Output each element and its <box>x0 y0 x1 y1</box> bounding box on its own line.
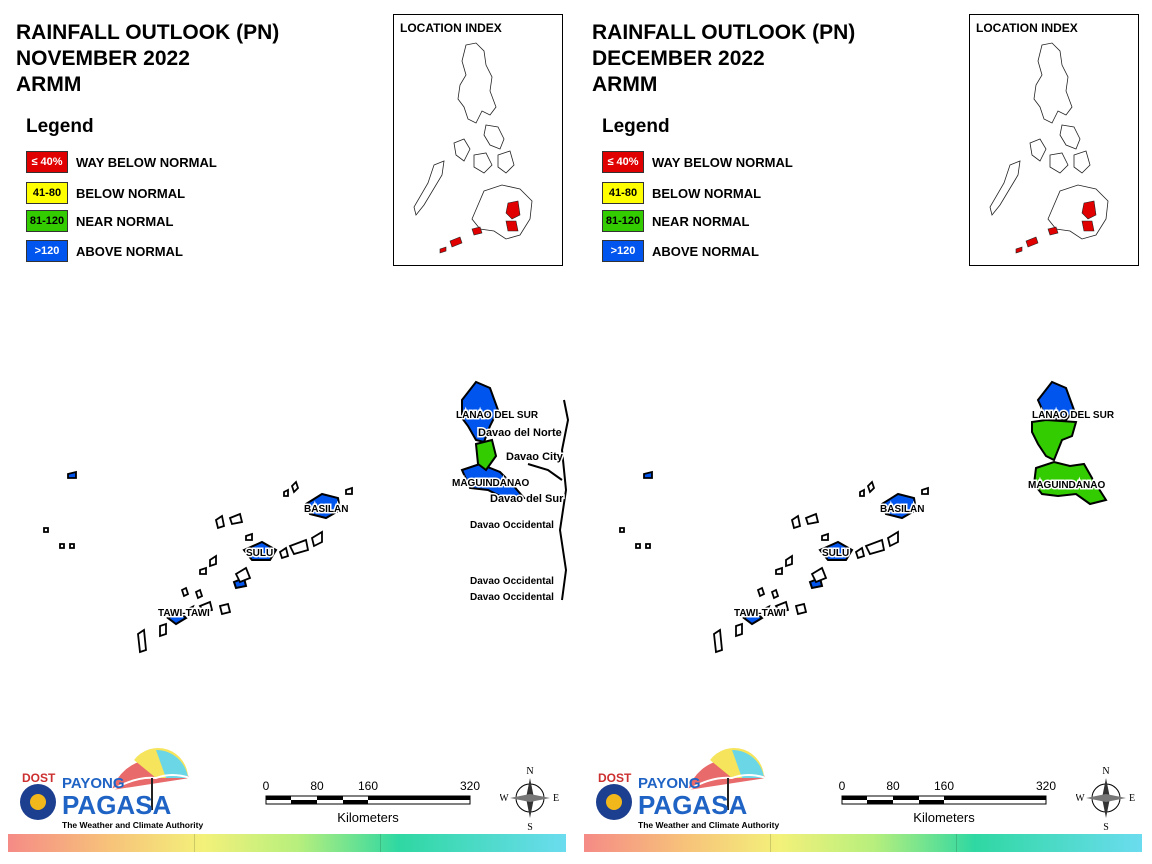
scale-bar: 0 80 160 320 Kilometers <box>262 776 502 836</box>
svg-text:PAGASA: PAGASA <box>62 790 172 820</box>
legend-item-above: >120 ABOVE NORMAL <box>26 239 183 263</box>
scale-bar: 0 80 160 320 Kilometers <box>838 776 1078 836</box>
svg-text:W: W <box>500 793 509 804</box>
map-title: RAINFALL OUTLOOK (PN) DECEMBER 2022 ARMM <box>592 21 856 96</box>
label-davao-occidental: Davao Occidental <box>470 520 554 531</box>
svg-text:DOST: DOST <box>22 771 56 785</box>
legend-label: NEAR NORMAL <box>76 213 174 229</box>
legend-item-below: 41-80 BELOW NORMAL <box>602 181 761 205</box>
label-davao-occidental: Davao Occidental <box>470 592 554 603</box>
label-sulu: SULU <box>246 548 273 559</box>
legend-swatch: 81-120 <box>26 210 68 232</box>
legend-item-way-below: ≤ 40% WAY BELOW NORMAL <box>602 150 793 174</box>
svg-text:The Weather and Climate Author: The Weather and Climate Authority <box>62 820 203 830</box>
north-arrow: N E S W <box>1075 764 1140 834</box>
legend-label: BELOW NORMAL <box>76 185 186 201</box>
svg-text:E: E <box>1129 793 1135 804</box>
lanao-del-sur-region <box>461 380 500 444</box>
label-sulu: SULU <box>822 548 849 559</box>
tawi-tawi-region <box>166 610 188 626</box>
legend-item-near: 81-120 NEAR NORMAL <box>602 209 750 233</box>
svg-text:80: 80 <box>886 779 900 793</box>
svg-text:PAGASA: PAGASA <box>638 790 748 820</box>
legend-label: WAY BELOW NORMAL <box>76 154 217 170</box>
basilan-region <box>304 492 342 520</box>
label-lanao-del-sur: LANAO DEL SUR <box>1032 410 1115 421</box>
label-davao-del-norte: Davao del Norte <box>478 427 562 439</box>
label-tawi-tawi: TAWI-TAWI <box>734 608 786 619</box>
svg-text:PAYONG: PAYONG <box>62 775 125 792</box>
panel-november: RAINFALL OUTLOOK (PN) NOVEMBER 2022 ARMM… <box>8 14 570 852</box>
label-lanao-del-sur: LANAO DEL SUR <box>456 410 539 421</box>
map-title: RAINFALL OUTLOOK (PN) NOVEMBER 2022 ARMM <box>16 21 280 96</box>
north-arrow: N E S W <box>499 764 564 834</box>
legend-label: BELOW NORMAL <box>652 185 762 201</box>
legend-item-below: 41-80 BELOW NORMAL <box>26 181 185 205</box>
svg-text:S: S <box>1103 822 1109 833</box>
label-davao-city: Davao City <box>506 451 564 463</box>
label-davao-occidental: Davao Occidental <box>470 576 554 587</box>
pagasa-logo: DOST PAYONG PAGASA The Weather and Clima… <box>16 738 206 832</box>
legend-item-near: 81-120 NEAR NORMAL <box>26 209 174 233</box>
legend-swatch: 41-80 <box>602 182 644 204</box>
color-gradient-bar <box>584 834 1142 852</box>
svg-text:320: 320 <box>1036 779 1056 793</box>
legend-swatch: 81-120 <box>602 210 644 232</box>
location-index-title: LOCATION INDEX <box>976 21 1078 35</box>
panel-december: RAINFALL OUTLOOK (PN) DECEMBER 2022 ARMM… <box>576 0 1152 864</box>
legend-label: WAY BELOW NORMAL <box>652 154 793 170</box>
legend-swatch: >120 <box>602 240 644 262</box>
svg-text:E: E <box>553 793 559 804</box>
legend-label: ABOVE NORMAL <box>652 243 759 259</box>
svg-text:S: S <box>527 822 533 833</box>
legend-title: Legend <box>26 116 94 137</box>
philippines-outline <box>413 42 533 254</box>
philippines-outline <box>989 42 1109 254</box>
legend-label: NEAR NORMAL <box>652 213 750 229</box>
legend-item-above: >120 ABOVE NORMAL <box>602 239 759 263</box>
legend-swatch: 41-80 <box>26 182 68 204</box>
color-gradient-bar <box>8 834 566 852</box>
svg-text:W: W <box>1076 793 1085 804</box>
svg-text:320: 320 <box>460 779 480 793</box>
legend-swatch: ≤ 40% <box>26 151 68 173</box>
svg-text:0: 0 <box>839 779 846 793</box>
legend-title: Legend <box>602 116 670 137</box>
svg-text:Kilometers: Kilometers <box>337 810 399 825</box>
svg-text:0: 0 <box>263 779 270 793</box>
lanao-del-sur-region <box>1031 418 1078 462</box>
location-index-title: LOCATION INDEX <box>400 21 502 35</box>
svg-text:160: 160 <box>934 779 954 793</box>
regional-map: LANAO DEL SUR Davao del Norte Davao City… <box>43 380 570 654</box>
label-basilan: BASILAN <box>880 504 924 515</box>
tawi-tawi-region <box>742 610 764 626</box>
location-index-map: LOCATION INDEX <box>969 14 1139 266</box>
label-tawi-tawi: TAWI-TAWI <box>158 608 210 619</box>
label-maguindanao: MAGUINDANAO <box>1028 480 1105 491</box>
label-maguindanao: MAGUINDANAO <box>452 478 529 489</box>
basilan-region <box>880 492 918 520</box>
svg-text:80: 80 <box>310 779 324 793</box>
regional-map: LANAO DEL SUR MAGUINDANAO BASILAN SULU T… <box>619 380 1116 654</box>
sulu-region <box>818 540 854 561</box>
legend-label: ABOVE NORMAL <box>76 243 183 259</box>
svg-text:160: 160 <box>358 779 378 793</box>
svg-text:N: N <box>526 766 533 777</box>
svg-text:The Weather and Climate Author: The Weather and Climate Authority <box>638 820 779 830</box>
sulu-region <box>242 540 278 561</box>
label-basilan: BASILAN <box>304 504 348 515</box>
label-davao-del-sur: Davao del Sur <box>490 493 564 505</box>
maguindanao-region <box>1032 460 1108 506</box>
legend-swatch: >120 <box>26 240 68 262</box>
pagasa-logo: DOST PAYONG PAGASA The Weather and Clima… <box>592 738 782 832</box>
svg-text:Kilometers: Kilometers <box>913 810 975 825</box>
svg-text:PAYONG: PAYONG <box>638 775 701 792</box>
lanao-del-sur-north-region <box>1036 380 1076 422</box>
location-index-map: LOCATION INDEX <box>393 14 563 266</box>
legend-swatch: ≤ 40% <box>602 151 644 173</box>
svg-text:N: N <box>1102 766 1109 777</box>
legend-item-way-below: ≤ 40% WAY BELOW NORMAL <box>26 150 217 174</box>
svg-text:DOST: DOST <box>598 771 632 785</box>
